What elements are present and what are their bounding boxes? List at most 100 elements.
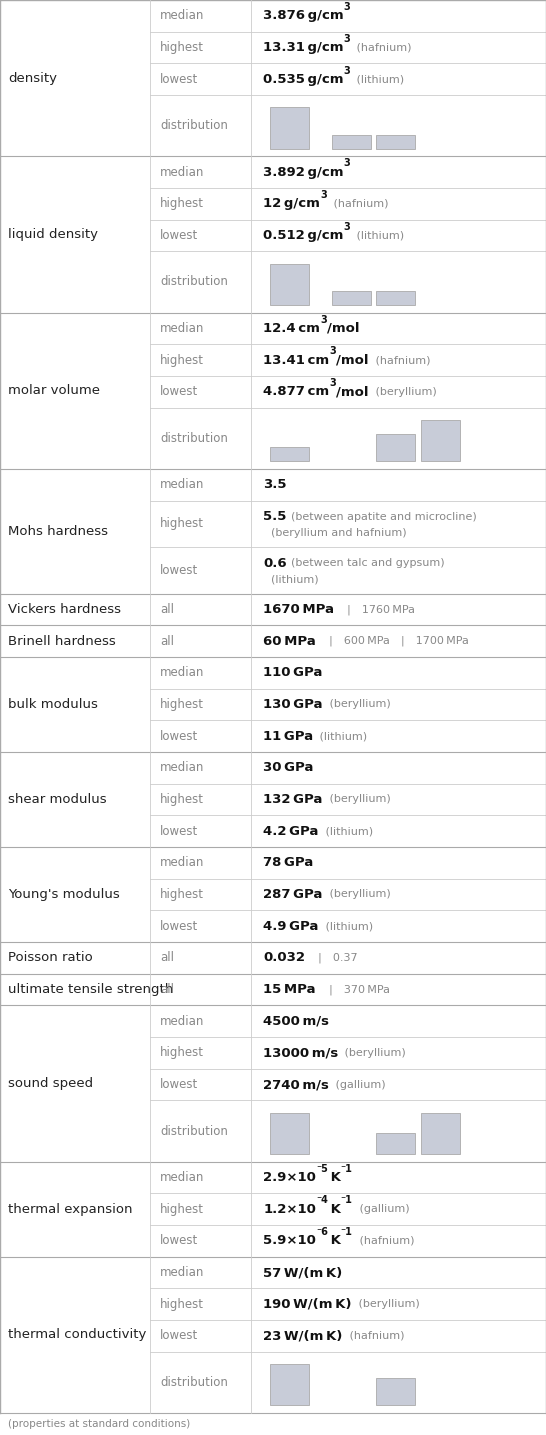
Text: (lithium): (lithium) [352,231,405,241]
Text: all: all [160,634,174,647]
Text: density: density [8,72,57,85]
Text: sound speed: sound speed [8,1078,93,1091]
Text: 4.877 cm: 4.877 cm [263,385,329,399]
Text: thermal expansion: thermal expansion [8,1203,133,1215]
Bar [331,135,371,149]
Text: (between talc and gypsum): (between talc and gypsum) [291,558,444,568]
Text: median: median [160,165,205,178]
Bar [376,291,416,304]
Text: K: K [328,1234,341,1247]
Text: 132 GPa: 132 GPa [263,794,323,806]
Text: lowest: lowest [160,1329,198,1342]
Text: 0.6: 0.6 [263,557,287,570]
Text: distribution: distribution [160,1376,228,1389]
Text: 3.892 g/cm: 3.892 g/cm [263,165,343,178]
Text: ⁻4: ⁻4 [316,1195,328,1205]
Text: (gallium): (gallium) [355,1204,410,1214]
Bar [270,108,310,149]
Text: 15 MPa: 15 MPa [263,983,316,996]
Text: highest: highest [160,1203,204,1215]
Text: (beryllium and hafnium): (beryllium and hafnium) [271,528,407,538]
Text: (between apatite and microcline): (between apatite and microcline) [290,512,476,522]
Text: Poisson ratio: Poisson ratio [8,951,93,964]
Bar [270,448,310,461]
Text: highest: highest [160,794,204,806]
Text: median: median [160,10,205,23]
Text: ultimate tensile strength: ultimate tensile strength [8,983,173,996]
Text: highest: highest [160,888,204,901]
Text: highest: highest [160,697,204,710]
Text: all: all [160,983,174,996]
Text: 130 GPa: 130 GPa [263,697,323,710]
Text: 23 W/(m K): 23 W/(m K) [263,1329,342,1342]
Text: 30 GPa: 30 GPa [263,761,313,775]
Bar [270,264,310,304]
Text: median: median [160,857,205,870]
Text: (lithium): (lithium) [271,574,319,584]
Text: 1.2×10: 1.2×10 [263,1203,316,1215]
Text: (gallium): (gallium) [331,1079,385,1089]
Text: 110 GPa: 110 GPa [263,666,323,679]
Text: lowest: lowest [160,73,198,86]
Text: (lithium): (lithium) [352,75,405,85]
Text: Mohs hardness: Mohs hardness [8,525,108,538]
Text: 3: 3 [329,346,336,356]
Text: 0.032: 0.032 [263,951,305,964]
Text: highest: highest [160,198,204,211]
Text: median: median [160,1015,205,1027]
Text: 3: 3 [343,158,351,168]
Text: 0.535 g/cm: 0.535 g/cm [263,73,343,86]
Text: all: all [160,951,174,964]
Text: (hafnium): (hafnium) [371,354,430,364]
Text: 4.2 GPa: 4.2 GPa [263,825,318,838]
Text: (beryllium): (beryllium) [340,1048,406,1058]
Bar [376,135,416,149]
Bar [421,1112,460,1154]
Text: Brinell hardness: Brinell hardness [8,634,116,647]
Bar [421,420,460,461]
Text: lowest: lowest [160,230,198,243]
Text: 3: 3 [343,66,351,76]
Text: /mol: /mol [336,353,369,366]
Text: 5.9×10: 5.9×10 [263,1234,316,1247]
Text: (beryllium): (beryllium) [324,890,390,900]
Text: 5.5: 5.5 [263,511,287,524]
Text: | 600 MPa | 1700 MPa: | 600 MPa | 1700 MPa [318,636,469,646]
Text: distribution: distribution [160,119,228,132]
Text: | 0.37: | 0.37 [307,953,358,963]
Text: Vickers hardness: Vickers hardness [8,603,121,616]
Text: median: median [160,321,205,334]
Text: 0.512 g/cm: 0.512 g/cm [263,230,343,243]
Text: liquid density: liquid density [8,228,98,241]
Text: /mol: /mol [327,321,359,334]
Text: median: median [160,478,205,491]
Text: 4.9 GPa: 4.9 GPa [263,920,318,933]
Text: ⁻1: ⁻1 [341,1195,353,1205]
Text: 3: 3 [320,314,327,324]
Bar [270,1365,310,1405]
Text: 3: 3 [344,1,351,11]
Bar [331,291,371,304]
Text: 190 W/(m K): 190 W/(m K) [263,1297,352,1310]
Text: (beryllium): (beryllium) [324,795,390,805]
Text: 57 W/(m K): 57 W/(m K) [263,1266,342,1279]
Bar [270,1112,310,1154]
Text: lowest: lowest [160,1234,198,1247]
Text: Young's modulus: Young's modulus [8,888,120,901]
Text: K: K [328,1171,341,1184]
Text: highest: highest [160,517,204,531]
Text: (beryllium): (beryllium) [325,699,390,709]
Text: lowest: lowest [160,920,198,933]
Text: (hafnium): (hafnium) [345,1330,404,1340]
Text: (beryllium): (beryllium) [371,387,436,397]
Text: (lithium): (lithium) [321,827,373,837]
Text: 13.41 cm: 13.41 cm [263,353,329,366]
Text: ⁻1: ⁻1 [341,1227,353,1237]
Text: median: median [160,666,205,679]
Text: 12.4 cm: 12.4 cm [263,321,320,334]
Text: highest: highest [160,1046,204,1059]
Text: (beryllium): (beryllium) [354,1299,419,1309]
Text: 3: 3 [329,377,336,387]
Text: median: median [160,1266,205,1279]
Text: 4500 m/s: 4500 m/s [263,1015,329,1027]
